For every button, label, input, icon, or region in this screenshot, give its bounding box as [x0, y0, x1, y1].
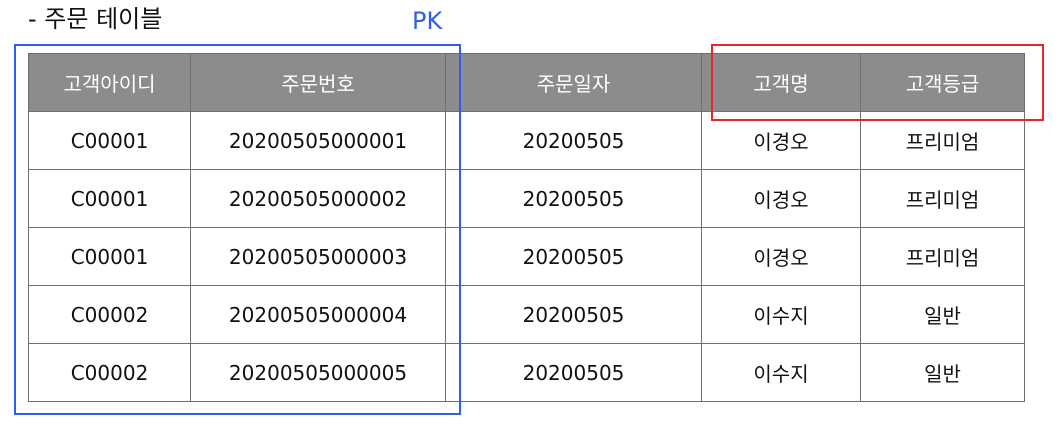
cell-customer-name: 이경오	[701, 169, 861, 228]
cell-order-date: 20200505	[445, 285, 702, 344]
order-table: 고객아이디 주문번호 주문일자 고객명 고객등급 C00001 20200505…	[28, 53, 1025, 402]
cell-order-date: 20200505	[445, 343, 702, 402]
cell-customer-name: 이경오	[701, 227, 861, 286]
header-customer-id: 고객아이디	[28, 53, 191, 112]
cell-order-number: 20200505000004	[190, 285, 446, 344]
cell-customer-id: C00001	[28, 169, 191, 228]
cell-customer-grade: 프리미엄	[860, 227, 1025, 286]
cell-customer-id: C00001	[28, 111, 191, 170]
cell-order-date: 20200505	[445, 227, 702, 286]
cell-order-number: 20200505000002	[190, 169, 446, 228]
cell-customer-name: 이수지	[701, 285, 861, 344]
cell-customer-name: 이경오	[701, 111, 861, 170]
cell-customer-grade: 프리미엄	[860, 111, 1025, 170]
cell-order-date: 20200505	[445, 169, 702, 228]
cell-order-number: 20200505000003	[190, 227, 446, 286]
header-customer-grade: 고객등급	[860, 53, 1025, 112]
header-customer-name: 고객명	[701, 53, 861, 112]
header-order-date: 주문일자	[445, 53, 702, 112]
table-row: C00001 20200505000003 20200505 이경오 프리미엄	[28, 227, 1025, 286]
cell-customer-grade: 프리미엄	[860, 169, 1025, 228]
cell-order-number: 20200505000001	[190, 111, 446, 170]
table-row: C00002 20200505000005 20200505 이수지 일반	[28, 343, 1025, 402]
cell-customer-name: 이수지	[701, 343, 861, 402]
table-header-row: 고객아이디 주문번호 주문일자 고객명 고객등급	[28, 53, 1025, 112]
table-caption: - 주문 테이블	[28, 5, 163, 33]
cell-customer-grade: 일반	[860, 343, 1025, 402]
cell-order-date: 20200505	[445, 111, 702, 170]
cell-customer-grade: 일반	[860, 285, 1025, 344]
cell-customer-id: C00001	[28, 227, 191, 286]
cell-order-number: 20200505000005	[190, 343, 446, 402]
pk-label: PK	[412, 7, 443, 35]
table-row: C00001 20200505000001 20200505 이경오 프리미엄	[28, 111, 1025, 170]
cell-customer-id: C00002	[28, 285, 191, 344]
cell-customer-id: C00002	[28, 343, 191, 402]
header-order-number: 주문번호	[190, 53, 446, 112]
table-row: C00001 20200505000002 20200505 이경오 프리미엄	[28, 169, 1025, 228]
table-row: C00002 20200505000004 20200505 이수지 일반	[28, 285, 1025, 344]
